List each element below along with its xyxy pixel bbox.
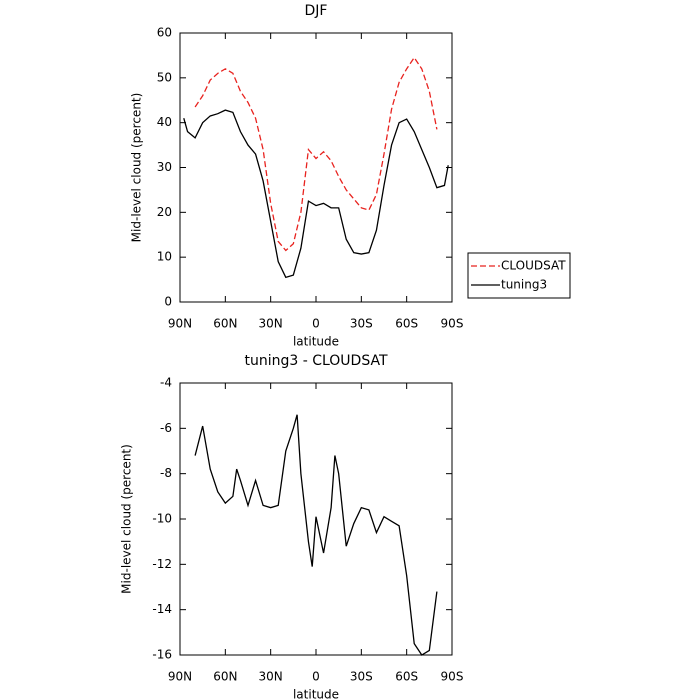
y-tick-label: 60	[157, 26, 172, 40]
y-axis-label: Mid-level cloud (percent)	[120, 444, 134, 594]
x-tick-label: 90S	[441, 670, 464, 684]
y-tick-label: -4	[160, 376, 172, 390]
legend-box	[467, 252, 571, 299]
x-tick-label: 60S	[395, 317, 418, 331]
chart-title: DJF	[305, 3, 328, 19]
x-tick-label: 60N	[213, 670, 237, 684]
data-line	[194, 414, 438, 656]
x-tick-label: 0	[312, 670, 320, 684]
x-tick-label: 90S	[441, 317, 464, 331]
y-tick-label: -6	[160, 421, 172, 435]
y-tick-label: 0	[164, 295, 172, 309]
legend-label: CLOUDSAT	[501, 259, 566, 273]
legend-label: tuning3	[501, 278, 547, 292]
y-tick-label: 50	[157, 70, 172, 84]
x-tick-label: 60S	[395, 670, 418, 684]
y-tick-label: 30	[157, 160, 172, 174]
y-tick-label: -12	[152, 557, 172, 571]
y-tick-label: -14	[152, 602, 172, 616]
series-line	[194, 56, 438, 252]
x-tick-label: 60N	[213, 317, 237, 331]
chart-title: tuning3 - CLOUDSAT	[244, 353, 388, 369]
y-tick-label: -8	[160, 466, 172, 480]
x-tick-label: 30N	[259, 317, 283, 331]
x-tick-label: 0	[312, 317, 320, 331]
y-tick-label: 10	[157, 250, 172, 264]
plot-frame	[179, 32, 453, 303]
x-tick-label: 30N	[259, 670, 283, 684]
x-tick-label: 30S	[350, 670, 373, 684]
y-axis-label: Mid-level cloud (percent)	[130, 93, 144, 243]
y-tick-label: -10	[152, 512, 172, 526]
y-tick-label: 40	[157, 115, 172, 129]
x-axis-label: latitude	[293, 335, 339, 349]
y-tick-label: 20	[157, 205, 172, 219]
x-tick-label: 30S	[350, 317, 373, 331]
x-axis-label: latitude	[293, 688, 339, 700]
x-tick-label: 90N	[168, 670, 192, 684]
y-tick-label: -16	[152, 648, 172, 662]
x-tick-label: 90N	[168, 317, 192, 331]
series-line	[183, 109, 449, 279]
